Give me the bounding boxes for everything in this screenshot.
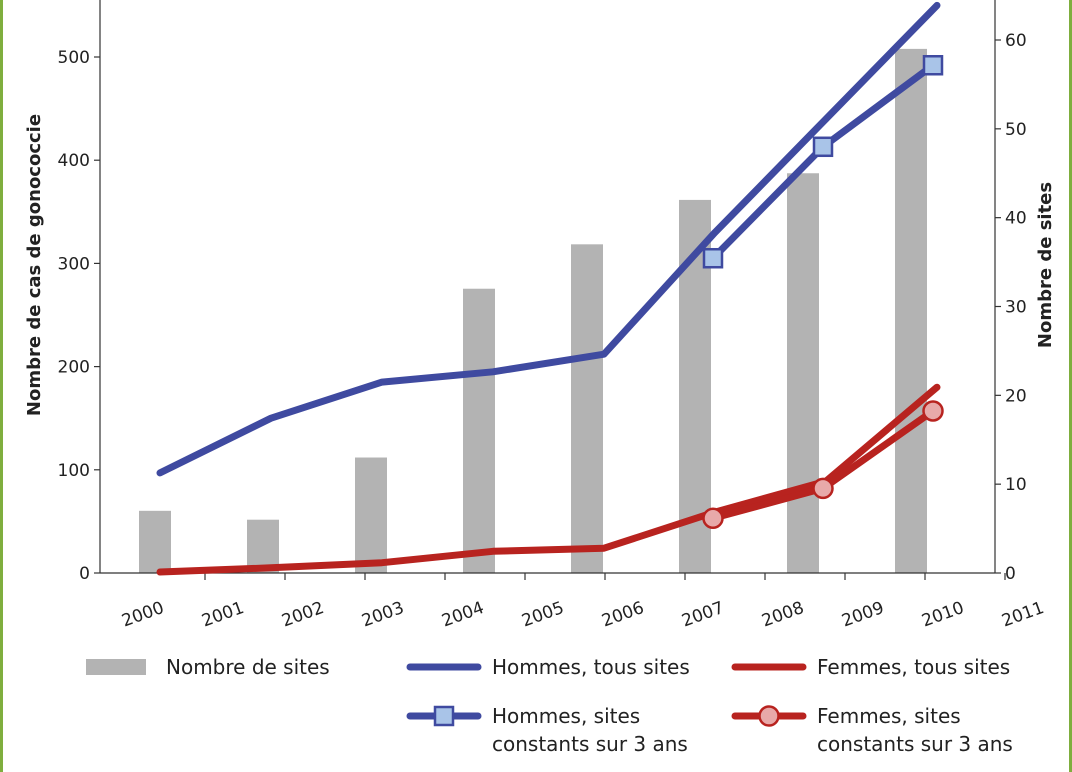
x-tick-label: 2001	[199, 598, 246, 632]
bar-nombre-de-sites	[895, 48, 927, 573]
legend-marker-hommes-sites-constants-sur-3-ans	[433, 705, 455, 727]
right-tick-label: 40	[1005, 209, 1027, 229]
bar-nombre-de-sites	[571, 244, 603, 574]
left-tick-label: 500	[58, 48, 90, 68]
left-tick-label: 400	[58, 151, 90, 171]
legend-label-line: Hommes, sites	[492, 704, 640, 728]
point-hommes-sites-constants-sur-3-ans	[812, 136, 834, 158]
x-tick-label: 2011	[999, 598, 1046, 632]
point-femmes-sites-constants-sur-3-ans	[702, 507, 724, 530]
legend-label-hommes-sites-constants-sur-3-ans: Hommes, sites constants sur 3 ans	[492, 704, 688, 756]
legend-label-line: constants sur 3 ans	[492, 732, 688, 756]
legend-swatch-nombre-de-sites	[86, 659, 146, 675]
right-tick-label: 50	[1005, 120, 1027, 140]
legend-label-femmes-sites-constants-sur-3-ans: Femmes, sites constants sur 3 ans	[817, 704, 1013, 756]
x-tick-label: 2008	[759, 598, 806, 632]
x-tick-label: 2007	[679, 598, 726, 632]
line-hommes-tous-sites	[156, 1, 941, 477]
x-tick-label: 2010	[919, 598, 966, 632]
x-tick-label: 2006	[599, 598, 646, 632]
bars-layer	[139, 48, 927, 574]
lines-layer	[156, 1, 944, 576]
legend-label-hommes-tous-sites: Hommes, tous sites	[492, 655, 690, 679]
left-tick-label: 300	[58, 254, 90, 274]
point-hommes-sites-constants-sur-3-ans	[922, 55, 944, 76]
right-tick-label: 30	[1005, 298, 1027, 318]
right-tick-label: 10	[1005, 475, 1027, 495]
legend: Nombre de sites Hommes, tous sites Femmes,…	[86, 655, 1013, 756]
point-femmes-sites-constants-sur-3-ans	[812, 477, 834, 500]
right-axis-label: Nombre de sites	[1035, 182, 1056, 348]
x-tick-label: 2003	[359, 598, 406, 632]
x-tick-label: 2002	[279, 598, 326, 632]
bar-nombre-de-sites	[139, 510, 171, 573]
legend-label-line: Femmes, sites	[817, 704, 961, 728]
legend-label-femmes-tous-sites: Femmes, tous sites	[817, 655, 1010, 679]
right-tick-label: 60	[1005, 31, 1027, 51]
bar-nombre-de-sites	[355, 457, 387, 573]
bar-nombre-de-sites	[247, 519, 279, 573]
x-tick-label: 2000	[119, 598, 166, 632]
bar-nombre-de-sites	[463, 288, 495, 573]
left-tick-label: 100	[58, 461, 90, 481]
legend-label-nombre-de-sites: Nombre de sites	[166, 655, 330, 679]
left-axis-label: Nombre de cas de gonococcie	[24, 114, 45, 416]
legend-marker-femmes-sites-constants-sur-3-ans	[758, 705, 780, 727]
line-femmes-tous-sites	[156, 383, 941, 576]
left-tick-label: 200	[58, 358, 90, 378]
bar-nombre-de-sites	[787, 173, 819, 573]
right-tick-label: 20	[1005, 386, 1027, 406]
point-hommes-sites-constants-sur-3-ans	[702, 247, 724, 269]
left-tick-label: 0	[79, 564, 90, 584]
right-tick-label: 0	[1005, 564, 1016, 584]
point-femmes-sites-constants-sur-3-ans	[922, 400, 944, 422]
x-tick-label: 2009	[839, 598, 886, 632]
legend-label-line: constants sur 3 ans	[817, 732, 1013, 756]
x-tick-label: 2005	[519, 598, 566, 632]
x-tick-label: 2004	[439, 598, 486, 632]
